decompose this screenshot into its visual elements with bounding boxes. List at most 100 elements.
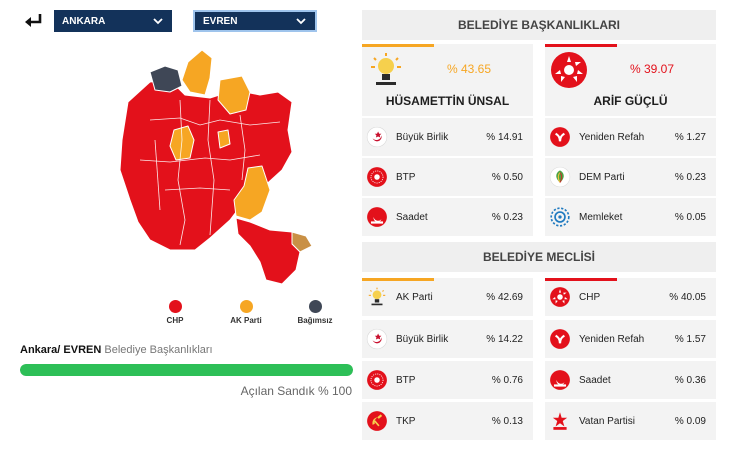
party-name: CHP bbox=[579, 291, 601, 303]
vatan-icon bbox=[549, 410, 571, 432]
ballot-progress-label: Açılan Sandık % 100 bbox=[240, 384, 352, 398]
party-percent: % 40.05 bbox=[669, 291, 706, 303]
legend-label: AK Parti bbox=[230, 316, 262, 325]
party-name: Yeniden Refah bbox=[579, 131, 645, 143]
map-region-akp-north[interactable] bbox=[181, 49, 213, 96]
council-row-yeniden-refah[interactable]: Yeniden Refah % 1.57 bbox=[545, 320, 716, 358]
btp-icon bbox=[366, 166, 388, 188]
party-row-saadet[interactable]: Saadet % 0.23 bbox=[362, 198, 533, 236]
map-region-chp-main[interactable] bbox=[119, 79, 293, 251]
yrp-icon bbox=[549, 328, 571, 350]
btp-icon bbox=[366, 369, 388, 391]
party-row-yeniden-refah[interactable]: Yeniden Refah % 1.27 bbox=[545, 118, 716, 156]
saadet-icon bbox=[366, 206, 388, 228]
party-name: Büyük Birlik bbox=[396, 131, 449, 143]
district-select[interactable]: EVREN bbox=[193, 10, 317, 32]
saadet-icon bbox=[549, 369, 571, 391]
return-arrow-icon bbox=[25, 14, 42, 27]
breadcrumb-location: Ankara/ EVREN bbox=[20, 344, 102, 356]
party-name: BTP bbox=[396, 374, 416, 386]
chp-icon bbox=[549, 50, 589, 90]
candidate-name: HÜSAMETTİN ÜNSAL bbox=[385, 94, 510, 108]
party-percent: % 0.76 bbox=[491, 374, 523, 386]
candidate-name: ARİF GÜÇLÜ bbox=[593, 94, 668, 108]
legend-label: CHP bbox=[166, 316, 184, 325]
city-select-value: ANKARA bbox=[62, 15, 106, 27]
section-title-council: BELEDİYE MECLİSİ bbox=[362, 242, 716, 272]
party-row-buyuk-birlik[interactable]: Büyük Birlik % 14.91 bbox=[362, 118, 533, 156]
party-name: Büyük Birlik bbox=[396, 333, 449, 345]
party-percent: % 14.91 bbox=[486, 131, 523, 143]
legend-dot-independent bbox=[308, 300, 322, 313]
tkp-icon bbox=[366, 410, 388, 432]
breadcrumb-subtitle: Belediye Başkanlıkları bbox=[104, 344, 213, 356]
party-percent: % 0.05 bbox=[674, 211, 706, 223]
yrp-icon bbox=[549, 126, 571, 148]
party-percent: % 0.50 bbox=[491, 171, 523, 183]
legend-item-independent: Bağımsız bbox=[280, 300, 350, 325]
breadcrumb: Ankara/ EVREN Belediye Başkanlıkları bbox=[20, 344, 213, 356]
map-region-akp-northeast[interactable] bbox=[217, 75, 251, 115]
map-region-akp-mid[interactable] bbox=[217, 129, 231, 149]
legend-dot-chp bbox=[168, 300, 182, 313]
party-row-dem-parti[interactable]: DEM Parti % 0.23 bbox=[545, 158, 716, 196]
legend-label: Bağımsız bbox=[297, 316, 333, 325]
council-row-tkp[interactable]: TKP % 0.13 bbox=[362, 402, 533, 440]
chevron-down-icon bbox=[296, 18, 306, 25]
legend-dot-akp bbox=[239, 300, 253, 313]
map-region-chp-south[interactable] bbox=[235, 217, 301, 285]
party-name: BTP bbox=[396, 171, 416, 183]
district-select-value: EVREN bbox=[203, 15, 238, 27]
party-name: Saadet bbox=[396, 211, 428, 223]
party-row-btp[interactable]: BTP % 0.50 bbox=[362, 158, 533, 196]
council-row-vatan-partisi[interactable]: Vatan Partisi % 0.09 bbox=[545, 402, 716, 440]
ballot-progress-bar bbox=[20, 364, 353, 376]
council-row-ak-parti[interactable]: AK Parti % 42.69 bbox=[362, 278, 533, 316]
party-percent: % 1.57 bbox=[674, 333, 706, 345]
bbp-icon bbox=[366, 328, 388, 350]
candidate-percent: % 39.07 bbox=[629, 62, 675, 76]
akp-icon bbox=[366, 286, 388, 308]
section-title-mayor: BELEDİYE BAŞKANLIKLARI bbox=[362, 10, 716, 40]
candidate-card[interactable]: % 43.65 HÜSAMETTİN ÜNSAL bbox=[362, 44, 533, 116]
council-row-buyuk-birlik[interactable]: Büyük Birlik % 14.22 bbox=[362, 320, 533, 358]
council-row-saadet[interactable]: Saadet % 0.36 bbox=[545, 361, 716, 399]
party-percent: % 1.27 bbox=[674, 131, 706, 143]
map-legend: CHP AK Parti Bağımsız bbox=[150, 300, 350, 330]
party-name: Yeniden Refah bbox=[579, 333, 645, 345]
ballot-progress-fill bbox=[20, 364, 353, 376]
party-name: AK Parti bbox=[396, 291, 433, 303]
party-name: Vatan Partisi bbox=[579, 415, 635, 427]
candidate-card[interactable]: % 39.07 ARİF GÜÇLÜ bbox=[545, 44, 716, 116]
map-region-independent[interactable] bbox=[149, 65, 183, 93]
akp-icon bbox=[366, 50, 406, 90]
city-select[interactable]: ANKARA bbox=[54, 10, 172, 32]
candidate-party-bar bbox=[545, 44, 617, 47]
council-row-btp[interactable]: BTP % 0.76 bbox=[362, 361, 533, 399]
party-name: Memleket bbox=[579, 211, 623, 223]
council-row-chp[interactable]: CHP % 40.05 bbox=[545, 278, 716, 316]
party-name: DEM Parti bbox=[579, 171, 625, 183]
party-percent: % 0.23 bbox=[491, 211, 523, 223]
candidate-percent: % 43.65 bbox=[446, 62, 492, 76]
legend-item-chp: CHP bbox=[140, 300, 210, 325]
memleket-icon bbox=[549, 206, 571, 228]
party-color-bar bbox=[545, 278, 617, 281]
party-row-memleket[interactable]: Memleket % 0.05 bbox=[545, 198, 716, 236]
bbp-icon bbox=[366, 126, 388, 148]
party-percent: % 14.22 bbox=[486, 333, 523, 345]
dem-icon bbox=[549, 166, 571, 188]
party-percent: % 0.09 bbox=[674, 415, 706, 427]
party-percent: % 0.23 bbox=[674, 171, 706, 183]
party-name: TKP bbox=[396, 415, 416, 427]
party-name: Saadet bbox=[579, 374, 611, 386]
legend-item-akp: AK Parti bbox=[211, 300, 281, 325]
party-color-bar bbox=[362, 278, 434, 281]
district-map bbox=[119, 49, 313, 285]
chp-icon bbox=[549, 286, 571, 308]
map-region-akp-east[interactable] bbox=[233, 165, 271, 221]
back-button[interactable] bbox=[22, 11, 44, 31]
party-percent: % 42.69 bbox=[486, 291, 523, 303]
chevron-down-icon bbox=[153, 18, 163, 25]
party-percent: % 0.36 bbox=[674, 374, 706, 386]
